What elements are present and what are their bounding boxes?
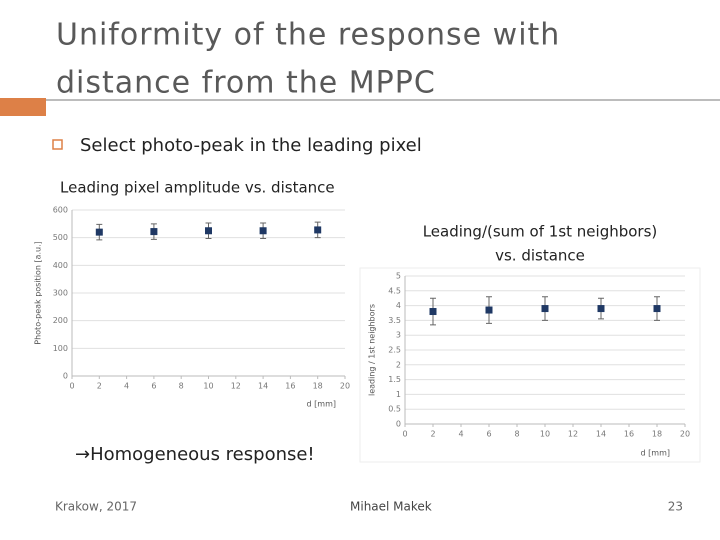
x-tick-label: 6	[486, 430, 491, 439]
y-tick-label: 400	[53, 261, 68, 270]
y-tick-label: 4	[396, 301, 401, 310]
conclusion: →Homogeneous response!	[75, 444, 315, 465]
x-tick-label: 4	[124, 382, 129, 391]
y-tick-label: 1.5	[388, 375, 401, 384]
bullet-text: Select photo-peak in the leading pixel	[80, 135, 422, 156]
data-point	[429, 308, 437, 316]
y-tick-label: 3	[396, 331, 401, 340]
page-number: 23	[668, 500, 683, 514]
x-tick-label: 10	[203, 382, 213, 391]
data-point	[205, 227, 212, 235]
footer-center: Mihael Makek	[350, 500, 432, 514]
y-axis-label: Photo-peak position [a.u.]	[34, 241, 43, 344]
x-tick-label: 12	[568, 430, 578, 439]
y-axis-label: leading / 1st neighbors	[368, 304, 377, 396]
data-point	[485, 306, 493, 314]
slide-title: distance from the MPPC	[56, 66, 436, 101]
y-tick-label: 2.5	[388, 346, 401, 355]
x-tick-label: 18	[652, 430, 662, 439]
x-tick-label: 2	[97, 382, 102, 391]
x-tick-label: 8	[514, 430, 519, 439]
x-tick-label: 20	[680, 430, 690, 439]
data-point	[259, 227, 267, 235]
y-tick-label: 4.5	[388, 286, 401, 295]
chart-title: Leading pixel amplitude vs. distance	[60, 179, 335, 197]
data-point	[541, 305, 549, 313]
data-point	[597, 305, 605, 313]
y-tick-label: 0.5	[388, 405, 401, 414]
x-tick-label: 14	[596, 430, 606, 439]
x-tick-label: 16	[285, 382, 295, 391]
y-tick-label: 0	[396, 420, 401, 429]
y-tick-label: 500	[53, 233, 68, 242]
data-point	[314, 226, 322, 234]
x-tick-label: 0	[69, 382, 74, 391]
x-tick-label: 4	[458, 430, 463, 439]
y-tick-label: 2	[396, 360, 401, 369]
accent-bar	[0, 98, 46, 116]
footer-left: Krakow, 2017	[55, 500, 137, 514]
x-tick-label: 20	[340, 382, 350, 391]
data-point	[95, 228, 103, 236]
chart-title: Leading/(sum of 1st neighbors)	[423, 223, 658, 241]
y-tick-label: 0	[63, 372, 68, 381]
y-tick-label: 5	[396, 272, 401, 281]
x-tick-label: 10	[540, 430, 550, 439]
x-tick-label: 6	[151, 382, 156, 391]
x-tick-label: 12	[231, 382, 241, 391]
x-axis-label: d [mm]	[307, 400, 336, 409]
data-point	[150, 228, 158, 236]
x-tick-label: 2	[430, 430, 435, 439]
y-tick-label: 300	[53, 289, 68, 298]
x-tick-label: 16	[624, 430, 634, 439]
slide-title: Uniformity of the response with	[56, 18, 560, 53]
y-tick-label: 200	[53, 316, 68, 325]
x-tick-label: 0	[402, 430, 407, 439]
data-point	[653, 305, 661, 313]
bullet-icon	[52, 139, 63, 150]
y-tick-label: 100	[53, 344, 68, 353]
x-axis-label: d [mm]	[641, 449, 670, 458]
y-tick-label: 3.5	[388, 316, 401, 325]
x-tick-label: 18	[313, 382, 323, 391]
y-tick-label: 1	[396, 390, 401, 399]
y-tick-label: 600	[53, 206, 68, 215]
x-tick-label: 8	[179, 382, 184, 391]
chart-title: vs. distance	[495, 247, 585, 265]
x-tick-label: 14	[258, 382, 268, 391]
